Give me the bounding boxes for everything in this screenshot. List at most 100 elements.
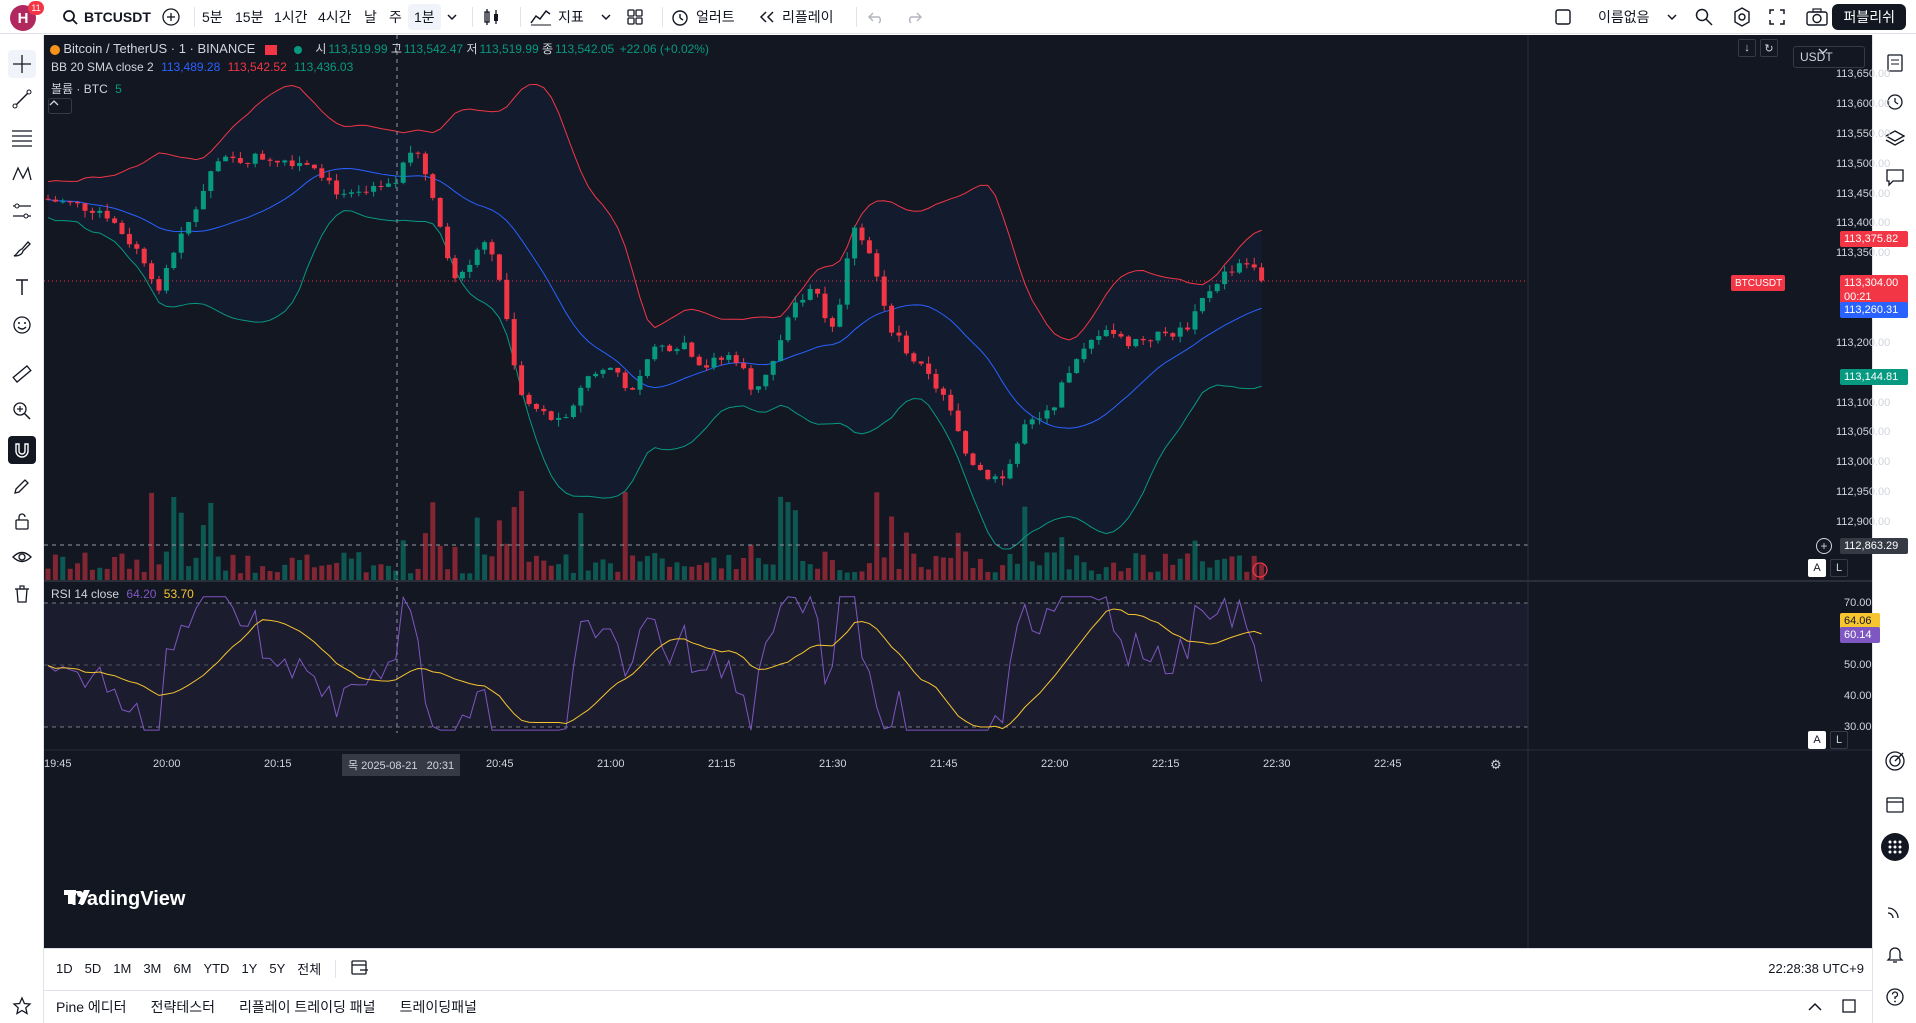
indicators-dropdown[interactable] bbox=[594, 4, 618, 30]
timeframe-dropdown[interactable] bbox=[440, 4, 464, 30]
flag-icon[interactable] bbox=[264, 44, 277, 55]
candle-body bbox=[556, 417, 562, 420]
range-1d[interactable]: 1D bbox=[56, 961, 73, 976]
publish-button[interactable]: 퍼블리쉬 bbox=[1832, 4, 1906, 30]
timeframe-1h[interactable]: 1시간 bbox=[274, 9, 308, 25]
range-6m[interactable]: 6M bbox=[173, 961, 192, 976]
collapse-legend-button[interactable] bbox=[48, 98, 72, 114]
candle-body bbox=[1140, 338, 1146, 341]
object-tree-button[interactable] bbox=[1881, 125, 1909, 153]
range-5y[interactable]: 5Y bbox=[269, 961, 286, 976]
stay-in-drawing-tool[interactable] bbox=[8, 472, 36, 500]
range-1y[interactable]: 1Y bbox=[241, 961, 258, 976]
ideas-button[interactable] bbox=[1881, 747, 1909, 775]
snapshot-button[interactable] bbox=[1800, 4, 1834, 30]
range-3m[interactable]: 3M bbox=[143, 961, 162, 976]
crosshair-tool[interactable] bbox=[8, 50, 36, 78]
clock[interactable]: 22:28:38 UTC+9 bbox=[1768, 961, 1864, 976]
lightning-icon[interactable] bbox=[1252, 562, 1268, 578]
time-axis-settings-icon[interactable]: ⚙ bbox=[1490, 757, 1502, 772]
chart-title[interactable]: Bitcoin / TetherUS · 1 · BINANCE bbox=[63, 41, 256, 56]
timeframe-4h[interactable]: 4시간 bbox=[318, 9, 352, 25]
scroll-to-latest-button[interactable]: ↓ bbox=[1738, 39, 1756, 57]
undo-button[interactable] bbox=[862, 4, 890, 30]
layout-menu[interactable]: 이름없음 bbox=[1548, 4, 1684, 30]
alert-button[interactable]: 얼러트 bbox=[664, 4, 741, 30]
trendline-tool[interactable] bbox=[8, 85, 36, 113]
pattern-tool[interactable] bbox=[8, 160, 36, 188]
text-tool[interactable] bbox=[8, 273, 36, 301]
range-5d[interactable]: 5D bbox=[84, 961, 102, 976]
replay-button[interactable]: 리플레이 bbox=[752, 4, 840, 30]
alerts-panel-button[interactable] bbox=[1881, 87, 1909, 115]
help-button[interactable] bbox=[1881, 983, 1909, 1011]
fullscreen-button[interactable] bbox=[1762, 4, 1792, 30]
auto-scale-button[interactable]: A bbox=[1808, 559, 1826, 577]
apps-button[interactable] bbox=[1881, 833, 1909, 861]
timeframe-15m[interactable]: 15분 bbox=[235, 9, 264, 25]
range-1m[interactable]: 1M bbox=[113, 961, 132, 976]
candles bbox=[45, 145, 1265, 486]
help-icon bbox=[1886, 988, 1904, 1006]
tradingview-logo[interactable]: TradingView bbox=[64, 888, 185, 911]
range-all[interactable]: 전체 bbox=[297, 962, 322, 977]
timeframe-day[interactable]: 날 bbox=[364, 9, 377, 25]
quick-search-button[interactable] bbox=[1688, 4, 1720, 30]
currency-select[interactable]: USDT bbox=[1793, 46, 1865, 68]
candle-body bbox=[1148, 340, 1154, 342]
add-alert-icon[interactable]: + bbox=[1816, 538, 1832, 554]
chart-canvas[interactable] bbox=[44, 35, 1872, 948]
projection-tool[interactable] bbox=[8, 197, 36, 225]
volume-bar bbox=[948, 557, 954, 580]
magnet-tool[interactable] bbox=[8, 436, 36, 464]
candle-body bbox=[245, 162, 251, 164]
candle-body bbox=[926, 363, 932, 374]
brush-tool[interactable] bbox=[8, 235, 36, 263]
goto-date-button[interactable] bbox=[344, 958, 376, 979]
chat-button[interactable] bbox=[1881, 163, 1909, 191]
notifications-button[interactable] bbox=[1881, 940, 1909, 968]
timeframe-5m[interactable]: 5분 bbox=[202, 9, 223, 25]
square-icon bbox=[1555, 9, 1571, 25]
favorites-tool[interactable] bbox=[8, 992, 36, 1020]
timeframe-1m[interactable]: 1분 bbox=[408, 4, 441, 30]
chart-type-button[interactable] bbox=[476, 4, 508, 30]
hide-drawings-tool[interactable] bbox=[8, 543, 36, 571]
tab-strategy-tester[interactable]: 전략테스터 bbox=[150, 999, 215, 1015]
measure-tool[interactable] bbox=[8, 360, 36, 388]
stream-button[interactable] bbox=[1881, 897, 1909, 925]
candle-body bbox=[489, 242, 495, 255]
volume-bar bbox=[319, 565, 325, 580]
tab-pine-editor[interactable]: Pine 에디터 bbox=[56, 999, 127, 1015]
rsi-legend[interactable]: RSI 14 close 64.20 53.70 bbox=[51, 587, 194, 601]
log-scale-button[interactable]: L bbox=[1830, 559, 1848, 577]
calendar-button[interactable] bbox=[1881, 790, 1909, 818]
compare-button[interactable] bbox=[156, 4, 186, 30]
reset-scale-button[interactable]: ↻ bbox=[1760, 39, 1778, 57]
market-status-icon bbox=[293, 45, 302, 54]
redo-button[interactable] bbox=[900, 4, 928, 30]
volume-legend[interactable]: 볼륨 · BTC 5 bbox=[51, 82, 122, 96]
maximize-panel-button[interactable] bbox=[1842, 998, 1856, 1016]
chart-area[interactable]: Bitcoin / TetherUS · 1 · BINANCE 시 113,51… bbox=[44, 35, 1908, 948]
bb-legend[interactable]: BB 20 SMA close 2 113,489.28 113,542.52 … bbox=[51, 60, 354, 74]
tab-replay-trading[interactable]: 리플레이 트레이딩 패널 bbox=[238, 999, 376, 1015]
symbol-search[interactable]: BTCUSDT bbox=[56, 4, 157, 30]
timeframe-week[interactable]: 주 bbox=[389, 9, 402, 25]
layouts-button[interactable] bbox=[620, 4, 650, 30]
emoji-tool[interactable] bbox=[8, 311, 36, 339]
collapse-panel-button[interactable] bbox=[1808, 999, 1822, 1015]
tab-trading-panel[interactable]: 트레이딩패널 bbox=[399, 999, 477, 1015]
volume-bar bbox=[526, 561, 532, 580]
range-ytd[interactable]: YTD bbox=[203, 961, 230, 976]
auto-scale-button-rsi[interactable]: A bbox=[1808, 731, 1826, 749]
volume-bar bbox=[770, 564, 776, 580]
fib-tool[interactable] bbox=[8, 123, 36, 151]
log-scale-button-rsi[interactable]: L bbox=[1830, 731, 1848, 749]
lock-drawings-tool[interactable] bbox=[8, 507, 36, 535]
remove-drawings-tool[interactable] bbox=[8, 580, 36, 608]
zoom-tool[interactable] bbox=[8, 397, 36, 425]
watchlist-button[interactable] bbox=[1881, 49, 1909, 77]
indicators-button[interactable]: 지표 bbox=[524, 4, 590, 30]
settings-button[interactable] bbox=[1726, 4, 1758, 30]
